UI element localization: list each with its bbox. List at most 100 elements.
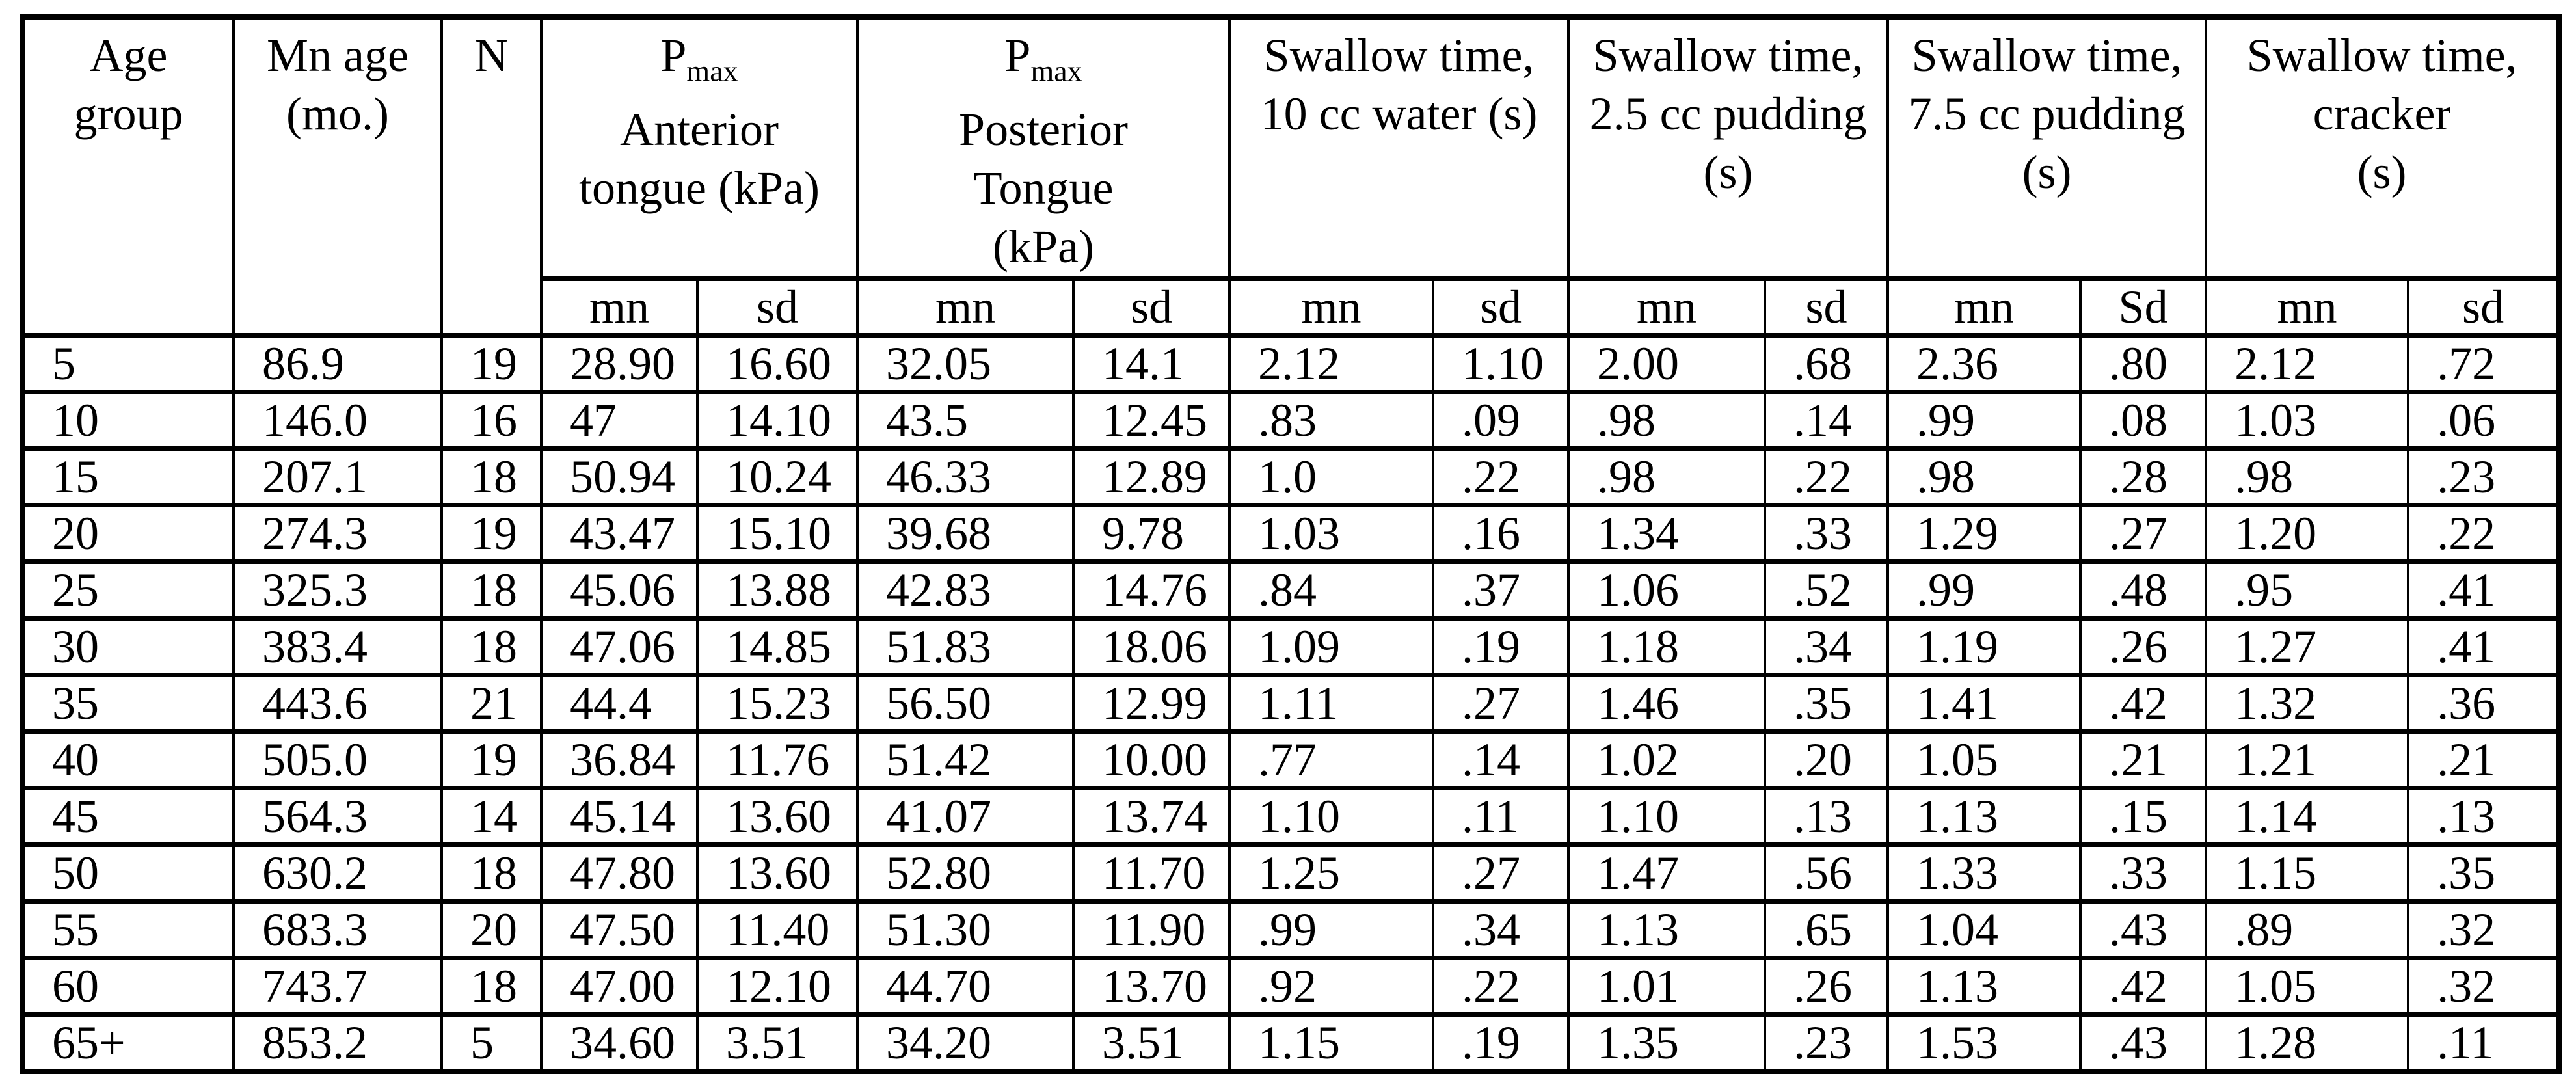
cell-pud25_sd: .68: [1764, 333, 1890, 395]
cell-cracker_sd: .13: [2407, 786, 2561, 848]
header-line: tongue (kPa): [579, 162, 820, 215]
cell-cracker_mn: .98: [2205, 446, 2410, 508]
cell-age_group: 20: [21, 503, 235, 565]
cell-age_group: 25: [21, 559, 235, 621]
cell-water_mn: 1.0: [1228, 446, 1435, 508]
cell-ant_mn: 34.60: [540, 1012, 699, 1074]
cell-pud75_mn: 1.29: [1886, 503, 2082, 565]
table-row-age-35: 35 443.6 21 44.4 15.23 56.50 12.99 1.11.27 1.46.…: [21, 673, 2561, 734]
subheader-cell-swallow_cracker-mn: mn: [2205, 276, 2410, 338]
header-line: Swallow time,: [1911, 29, 2182, 81]
cell-post_mn: 51.30: [856, 899, 1075, 961]
cell-cracker_mn: 1.14: [2205, 786, 2410, 848]
cell-age_group: 35: [21, 673, 235, 734]
cell-age_group: 55: [21, 899, 235, 961]
cell-cracker_mn: 1.20: [2205, 503, 2410, 565]
table-row-age-65plus: 65+ 853.2 5 34.60 3.51 34.20 3.51 1.15.19 1.35.2…: [21, 1012, 2561, 1074]
cell-pud25_sd: .34: [1764, 616, 1890, 678]
cell-mn_age: 146.0: [232, 390, 443, 451]
cell-post_mn: 56.50: [856, 673, 1075, 734]
cell-pud75_mn: .99: [1886, 559, 2082, 621]
table-row-age-20: 20 274.3 19 43.47 15.10 39.68 9.78 1.03.16 1.34.…: [21, 503, 2561, 565]
cell-mn_age: 743.7: [232, 956, 443, 1017]
cell-water_mn: .77: [1228, 729, 1435, 791]
cell-cracker_mn: 1.03: [2205, 390, 2410, 451]
cell-post_sd: 11.70: [1072, 842, 1231, 904]
cell-water_sd: .27: [1432, 842, 1570, 904]
cell-pud25_sd: .65: [1764, 899, 1890, 961]
cell-post_mn: 44.70: [856, 956, 1075, 1017]
table-container: Age group Mn age (mo.) N Pmax Anterior tongue (…: [20, 14, 2562, 1074]
cell-mn_age: 207.1: [232, 446, 443, 508]
cell-pud75_mn: 1.05: [1886, 729, 2082, 791]
header-line: Age: [89, 29, 168, 81]
cell-n: 18: [440, 842, 543, 904]
cell-pud75_mn: 1.04: [1886, 899, 2082, 961]
header-line: Swallow time,: [1592, 29, 1864, 81]
cell-n: 19: [440, 503, 543, 565]
cell-pud25_mn: 1.10: [1567, 786, 1767, 848]
subheader-cell-swallow_pudding_7_5-sd: Sd: [2079, 276, 2208, 338]
table-row-age-15: 15 207.1 18 50.94 10.24 46.33 12.89 1.0.22.98.2…: [21, 446, 2561, 508]
cell-n: 16: [440, 390, 543, 451]
cell-water_sd: .22: [1432, 956, 1570, 1017]
cell-ant_sd: 13.88: [695, 559, 859, 621]
cell-pud75_sd: .48: [2079, 559, 2208, 621]
header-cell-swallow_pudding_7_5: Swallow time, 7.5 cc pudding (s): [1886, 14, 2208, 282]
subheader-cell-swallow_pudding_2_5-mn: mn: [1567, 276, 1767, 338]
header-line: group: [74, 88, 183, 140]
cell-mn_age: 564.3: [232, 786, 443, 848]
cell-ant_sd: 15.23: [695, 673, 859, 734]
cell-age_group: 5: [21, 333, 235, 395]
cell-ant_sd: 13.60: [695, 842, 859, 904]
cell-post_mn: 34.20: [856, 1012, 1075, 1074]
cell-ant_mn: 47: [540, 390, 699, 451]
cell-pud75_mn: 1.41: [1886, 673, 2082, 734]
header-line: (s): [2022, 146, 2072, 198]
cell-post_sd: 11.90: [1072, 899, 1231, 961]
cell-age_group: 50: [21, 842, 235, 904]
cell-ant_sd: 10.24: [695, 446, 859, 508]
cell-pud25_sd: .23: [1764, 1012, 1890, 1074]
cell-post_mn: 51.42: [856, 729, 1075, 791]
subheader-cell-swallow_pudding_7_5-mn: mn: [1886, 276, 2082, 338]
cell-pud25_sd: .52: [1764, 559, 1890, 621]
cell-post_sd: 12.89: [1072, 446, 1231, 508]
cell-ant_mn: 47.50: [540, 899, 699, 961]
cell-cracker_sd: .41: [2407, 616, 2561, 678]
cell-n: 5: [440, 1012, 543, 1074]
cell-pud25_mn: 1.47: [1567, 842, 1767, 904]
cell-pud75_mn: 1.53: [1886, 1012, 2082, 1074]
cell-pud75_sd: .15: [2079, 786, 2208, 848]
cell-ant_sd: 3.51: [695, 1012, 859, 1074]
cell-n: 14: [440, 786, 543, 848]
cell-post_sd: 13.70: [1072, 956, 1231, 1017]
cell-post_sd: 10.00: [1072, 729, 1231, 791]
cell-age_group: 45: [21, 786, 235, 848]
cell-pud25_mn: .98: [1567, 446, 1767, 508]
cell-age_group: 15: [21, 446, 235, 508]
header-line: Anterior: [620, 103, 779, 156]
table-row-age-25: 25 325.3 18 45.06 13.88 42.83 14.76.84.37 1.06.…: [21, 559, 2561, 621]
cell-pud75_sd: .42: [2079, 673, 2208, 734]
cell-ant_sd: 13.60: [695, 786, 859, 848]
cell-pud25_mn: 1.35: [1567, 1012, 1767, 1074]
cell-age_group: 60: [21, 956, 235, 1017]
cell-ant_sd: 16.60: [695, 333, 859, 395]
cell-mn_age: 853.2: [232, 1012, 443, 1074]
cell-water_mn: 1.25: [1228, 842, 1435, 904]
cell-cracker_mn: 1.15: [2205, 842, 2410, 904]
cell-water_mn: 1.10: [1228, 786, 1435, 848]
cell-water_mn: 1.03: [1228, 503, 1435, 565]
cell-mn_age: 505.0: [232, 729, 443, 791]
header-cell-pmax_anterior: Pmax Anterior tongue (kPa): [539, 14, 859, 282]
cell-cracker_mn: 1.28: [2205, 1012, 2410, 1074]
cell-post_sd: 12.99: [1072, 673, 1231, 734]
cell-water_mn: 1.11: [1228, 673, 1435, 734]
cell-pud75_sd: .43: [2079, 899, 2208, 961]
cell-ant_sd: 12.10: [695, 956, 859, 1017]
cell-n: 19: [440, 333, 543, 395]
header-cell-swallow_water_10cc: Swallow time, 10 cc water (s): [1228, 14, 1570, 282]
table-row-age-55: 55 683.3 20 47.50 11.40 51.30 11.90.99.34 1.13.…: [21, 899, 2561, 961]
cell-pud25_mn: 1.34: [1567, 503, 1767, 565]
